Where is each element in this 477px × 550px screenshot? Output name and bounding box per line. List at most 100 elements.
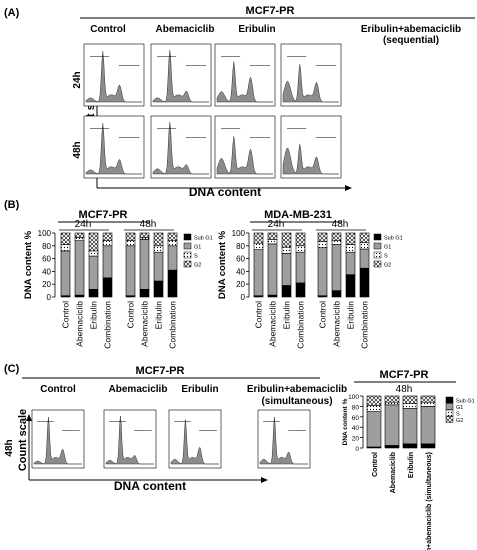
- legend-swatch: [373, 251, 382, 259]
- panel-c-xlabel: DNA content: [114, 479, 186, 493]
- bar-segment-subg1: [359, 267, 370, 298]
- bar-segment-s: [88, 250, 99, 257]
- y-tick-label: 100: [232, 229, 246, 238]
- histogram-c48-1: [103, 409, 157, 469]
- y-tick-label: 20: [42, 280, 51, 289]
- histogram-c48-3: [257, 409, 311, 469]
- bar-segment-g2: [331, 232, 342, 241]
- bar-segment-s: [317, 241, 328, 249]
- panel-b-right-title: MDA-MB-231: [264, 209, 332, 221]
- y-tick-label: 80: [236, 242, 245, 251]
- histogram-curve: [85, 51, 142, 103]
- bar-segment-g1: [74, 240, 85, 296]
- bar-segment-g1: [267, 243, 278, 296]
- panel-a-title: MCF7-PR: [246, 5, 295, 17]
- panel-a-col-combination-sub: (sequential): [383, 35, 439, 46]
- panel-b-label: (B): [4, 199, 20, 211]
- category-label: Eribulin: [408, 452, 415, 478]
- category-label: Abemaciclib: [390, 452, 397, 493]
- histogram-curve: [259, 416, 308, 465]
- bar-segment-g1: [139, 239, 150, 290]
- bar-segment-s: [74, 237, 85, 241]
- bar-segment-g1: [167, 245, 178, 271]
- category-label: Control: [126, 301, 136, 329]
- bar-segment-g2: [74, 232, 85, 238]
- bar-segment-g1: [317, 247, 328, 297]
- bar-segment-subg1: [281, 285, 292, 298]
- bar-segment-g1: [281, 253, 292, 286]
- legend-label: G1: [194, 245, 201, 251]
- bar-segment-g2: [281, 232, 292, 248]
- y-tick-label: 20: [352, 436, 360, 443]
- panel-a-col-combination: Eribulin+abemaciclib: [361, 24, 461, 35]
- category-label: Combination: [168, 301, 178, 349]
- bar-segment-s: [102, 240, 113, 247]
- y-axis-label: DNA content %: [342, 398, 349, 445]
- bar-segment-g2: [267, 232, 278, 240]
- bar-segment-g2: [345, 232, 356, 245]
- y-tick-label: 40: [352, 425, 360, 432]
- legend-swatch: [373, 233, 382, 241]
- legend-label: G1: [384, 245, 391, 251]
- legend-label: G2: [456, 418, 463, 424]
- bar-segment-s: [331, 240, 342, 245]
- bar-segment-g2: [295, 232, 306, 247]
- bar-segment-g1: [153, 251, 164, 282]
- bar-segment-s: [345, 244, 356, 253]
- histogram-a24-3: [280, 43, 342, 107]
- legend-swatch: [373, 260, 382, 268]
- group-label: 24h: [75, 219, 92, 230]
- group-label: 24h: [268, 219, 285, 230]
- legend-label: Sub G1: [456, 399, 475, 405]
- histogram-a48-0: [83, 115, 145, 179]
- panel-a-histograms: [83, 43, 342, 179]
- histogram-a24-2: [214, 43, 276, 107]
- y-tick-label: 0: [47, 293, 52, 302]
- bar-segment-g1: [102, 245, 113, 279]
- y-tick-label: 40: [42, 267, 51, 276]
- histogram-a48-1: [150, 115, 212, 179]
- bar-segment-g1: [331, 244, 342, 291]
- legend-swatch: [183, 233, 192, 241]
- histogram-a24-0: [83, 43, 145, 107]
- panel-c-col-control: Control: [40, 384, 76, 395]
- category-label: Eribulin: [89, 301, 99, 330]
- legend-swatch: [373, 242, 382, 250]
- category-label: Abemaciclib: [332, 301, 342, 347]
- bar-segment-g1: [384, 404, 400, 446]
- bar-segment-s: [366, 405, 382, 412]
- bar-segment-subg1: [102, 277, 113, 298]
- chart-mcf7pr-cell-cycle: 0 20 40 60 80 100 DNA content % Control Abemacic…: [23, 219, 213, 349]
- panel-a-label: (A): [4, 7, 20, 19]
- bar-segment-g1: [359, 248, 370, 269]
- category-label: Combination: [103, 301, 113, 349]
- category-label: Control: [318, 301, 328, 329]
- y-tick-label: 40: [236, 267, 245, 276]
- panel-a-xlabel: DNA content: [189, 185, 261, 199]
- bar-segment-g1: [125, 245, 136, 297]
- histogram-frame: [150, 43, 212, 107]
- panel-c-histograms: [31, 409, 311, 469]
- bar-segment-subg1: [384, 445, 400, 449]
- y-tick-label: 100: [348, 394, 359, 401]
- bar-segment-g2: [366, 395, 382, 406]
- bar-segment-subg1: [402, 443, 418, 449]
- y-tick-label: 20: [236, 280, 245, 289]
- panel-c-y-arrowhead: [26, 414, 32, 421]
- panel-c-col-combination: Eribulin+abemaciclib: [247, 384, 347, 395]
- chart-mdamb231-cell-cycle: 0 20 40 60 80 100 DNA content % Control Abemacic…: [217, 219, 403, 349]
- bar-segment-g1: [366, 411, 382, 448]
- bar-segment-g2: [60, 232, 71, 245]
- bar-segment-subg1: [88, 289, 99, 298]
- bar-segment-g2: [402, 395, 418, 404]
- panel-a-x-arrowhead: [345, 185, 352, 191]
- bar-segment-subg1: [295, 282, 306, 298]
- panel-c-x-arrowhead: [261, 477, 268, 483]
- legend-swatch: [183, 260, 192, 268]
- category-label: Eribulin: [154, 301, 164, 330]
- panel-c-right-title: MCF7-PR: [380, 369, 429, 381]
- bar-segment-g1: [253, 249, 264, 297]
- bar-segment-g2: [125, 232, 136, 241]
- legend-swatch: [445, 416, 454, 423]
